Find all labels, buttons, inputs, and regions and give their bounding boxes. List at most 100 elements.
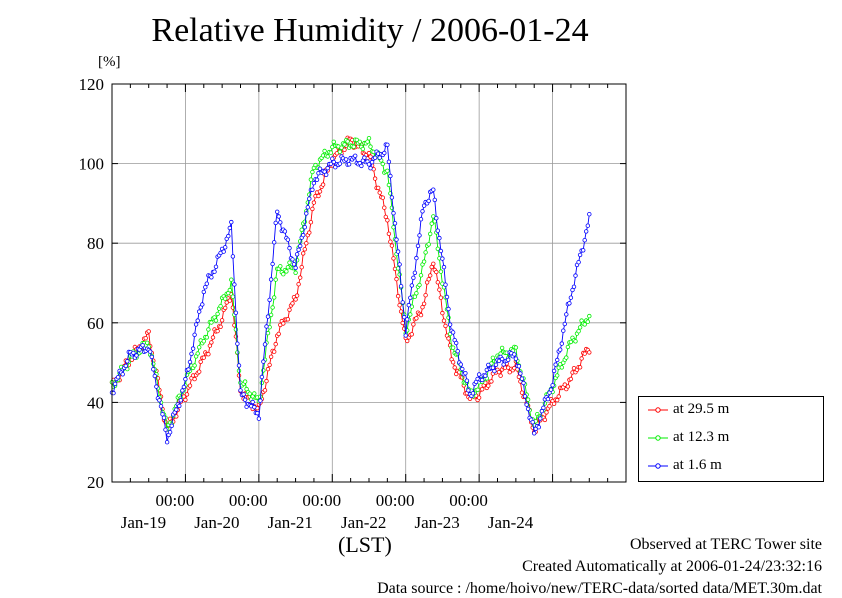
data-point [222, 296, 228, 301]
data-point [270, 261, 275, 267]
data-point [151, 367, 156, 372]
data-point [395, 249, 401, 254]
data-point [144, 340, 150, 345]
data-point [428, 273, 433, 278]
data-point [201, 339, 206, 344]
data-point [418, 216, 424, 222]
data-point [287, 260, 292, 265]
data-point [183, 397, 188, 403]
data-point [195, 318, 200, 323]
data-point [584, 229, 589, 234]
data-point [287, 245, 292, 251]
data-point [275, 209, 280, 214]
data-point [385, 168, 390, 173]
data-point [215, 311, 220, 317]
data-point [149, 354, 154, 360]
data-point [325, 154, 330, 159]
data-point [441, 318, 447, 323]
data-point [421, 259, 427, 264]
data-point [562, 382, 567, 387]
data-point [434, 215, 439, 221]
data-point [164, 440, 170, 445]
data-point [157, 398, 162, 403]
data-point [480, 377, 485, 383]
data-point [212, 269, 217, 274]
data-point [561, 328, 566, 333]
data-point [423, 293, 428, 298]
data-point [512, 352, 517, 357]
series-layer [109, 135, 592, 445]
x-date-label: Jan-19 [121, 513, 166, 532]
data-point [397, 262, 402, 267]
data-point [174, 407, 179, 412]
data-point [464, 378, 470, 383]
data-point [353, 153, 358, 158]
data-point [437, 235, 442, 241]
data-point [530, 420, 535, 425]
data-point [273, 341, 278, 347]
y-tick-label: 60 [87, 314, 104, 333]
data-point [178, 398, 183, 403]
data-point [389, 243, 395, 248]
data-point [522, 394, 528, 399]
data-point [186, 367, 191, 372]
data-point [337, 161, 343, 166]
data-point [305, 205, 310, 210]
data-point [443, 282, 448, 287]
data-point [209, 340, 214, 345]
data-point [235, 350, 240, 355]
data-point [403, 333, 408, 338]
data-point [577, 325, 583, 330]
data-point [261, 359, 266, 364]
data-point [415, 243, 421, 249]
legend-item-29-5m: at 29.5 m [647, 401, 729, 421]
data-point [206, 352, 211, 357]
data-point [291, 262, 297, 267]
data-point [443, 323, 448, 329]
data-point [365, 139, 370, 144]
data-point [201, 289, 206, 295]
data-point [446, 336, 451, 341]
y-tick-label: 40 [87, 393, 104, 412]
data-point [227, 298, 232, 303]
data-point [324, 172, 329, 177]
data-point [259, 374, 265, 380]
data-point [264, 324, 269, 329]
data-point [342, 142, 347, 147]
data-point [429, 221, 434, 226]
data-point [417, 233, 422, 238]
data-point [255, 410, 260, 416]
data-point [372, 176, 378, 181]
data-point [518, 371, 523, 376]
data-point [489, 379, 494, 384]
data-point [115, 375, 121, 380]
data-point [307, 196, 312, 201]
data-point [551, 401, 557, 406]
data-point [229, 219, 234, 225]
data-point [493, 362, 499, 367]
data-point [568, 295, 574, 300]
data-point [382, 150, 387, 156]
x-date-label: Jan-24 [488, 513, 534, 532]
data-point [368, 144, 373, 149]
data-point [227, 287, 232, 293]
data-point [587, 313, 592, 319]
data-point [377, 190, 382, 195]
data-point [417, 282, 422, 288]
data-point [385, 142, 390, 147]
data-point [369, 159, 375, 165]
data-point [287, 307, 292, 312]
data-point [444, 294, 450, 300]
data-point [293, 297, 298, 302]
data-point [564, 312, 569, 317]
data-point [435, 246, 440, 251]
x-time-label: 00:00 [302, 491, 341, 510]
data-point [184, 392, 190, 397]
data-point [576, 329, 581, 334]
data-point [587, 350, 592, 355]
data-point [516, 364, 522, 369]
data-point [548, 387, 554, 392]
data-point [346, 162, 352, 167]
data-point [556, 394, 561, 399]
